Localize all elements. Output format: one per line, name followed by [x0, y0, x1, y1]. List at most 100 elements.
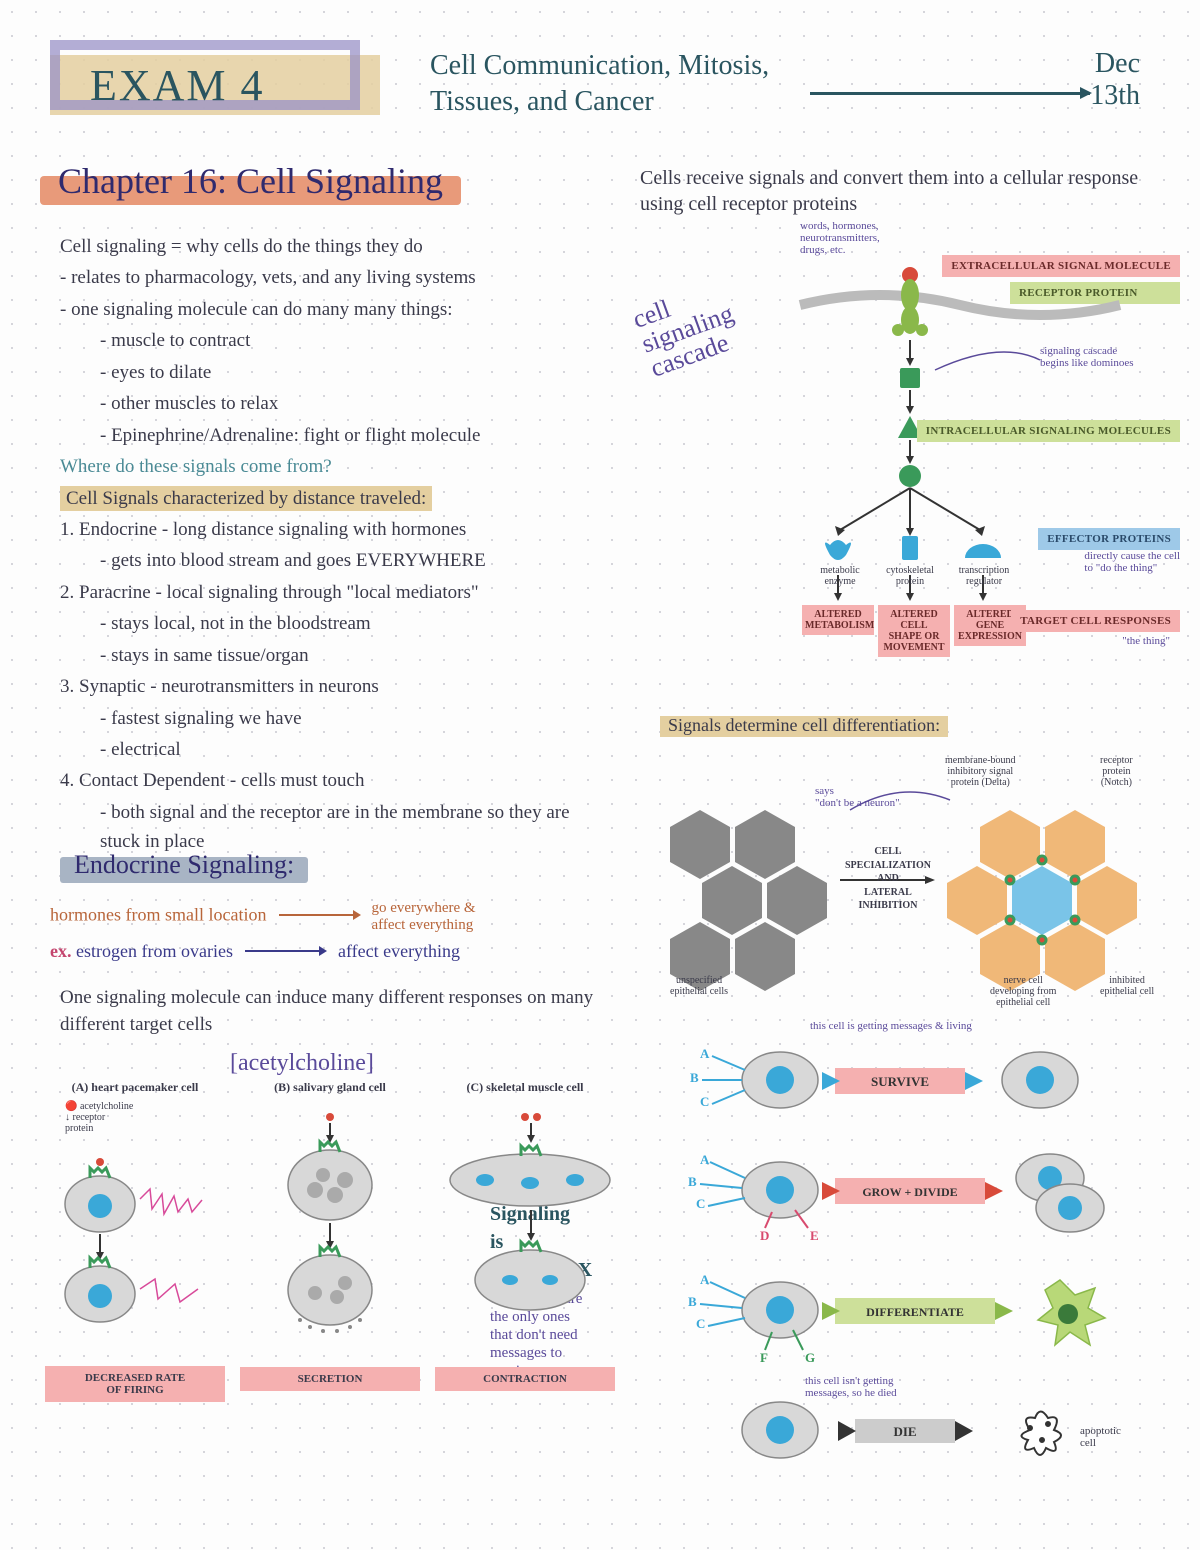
endocrine-notes: hormones from small location go everywhe… — [50, 900, 600, 962]
svg-text:E: E — [810, 1228, 819, 1243]
tri-c-title: (C) skeletal muscle cell — [435, 1080, 615, 1095]
eff-0: metabolic enzyme — [810, 565, 870, 587]
date-day: 13th — [1090, 80, 1140, 111]
header-arrow — [810, 92, 1090, 95]
tri-a-result: DECREASED RATE OF FIRING — [45, 1366, 225, 1402]
tri-col-b: (B) salivary gland cell SECRETION — [240, 1080, 420, 1391]
note-dist-title: Cell Signals characterized by distance t… — [60, 486, 432, 511]
resp-0: ALTERED METABOLISM — [802, 605, 874, 635]
svg-text:G: G — [805, 1350, 815, 1365]
svg-text:C: C — [696, 1196, 705, 1211]
hormones-right: go everywhere & affect everything — [371, 900, 475, 933]
tri-col-c: (C) skeletal muscle cell CONTRACTION — [435, 1080, 615, 1391]
diff-delta: membrane-bound inhibitory signal protein… — [945, 755, 1016, 788]
svg-text:F: F — [760, 1350, 768, 1365]
arrow-icon — [245, 950, 325, 952]
type-1-h: 2. Paracrine - local signaling through "… — [60, 578, 580, 607]
svg-text:SURVIVE: SURVIVE — [871, 1074, 929, 1089]
type-0-s0: - gets into blood stream and goes EVERYW… — [60, 546, 580, 575]
ach-label: acetylcholine — [80, 1101, 133, 1112]
note-one-0: - muscle to contract — [60, 326, 580, 355]
note-rel: - relates to pharmacology, vets, and any… — [60, 263, 580, 292]
eff-2: transcription regulator — [952, 565, 1016, 587]
diff-unspec: unspecified epithelial cells — [670, 975, 728, 997]
exam-title: EXAM 4 — [90, 60, 265, 111]
diff-title: Signals determine cell differentiation: — [668, 715, 940, 735]
outcomes-diagram: this cell is getting messages & living A… — [660, 1020, 1180, 1540]
svg-text:GROW + DIVIDE: GROW + DIVIDE — [862, 1185, 957, 1199]
note-where: Where do these signals come from? — [60, 452, 580, 481]
resp-1: ALTERED CELL SHAPE OR MOVEMENT — [878, 605, 950, 657]
type-3-s0: - both signal and the receptor are in th… — [60, 798, 580, 857]
svg-text:B: B — [688, 1174, 697, 1189]
estrogen-line: ex. estrogen from ovaries affect everyth… — [50, 941, 600, 962]
label-intracellular: INTRACELLULAR SIGNALING MOLECULES — [917, 420, 1180, 442]
type-1-s0: - stays local, not in the bloodstream — [60, 609, 580, 638]
type-2-s1: - electrical — [60, 735, 580, 764]
chapter-title: Chapter 16: Cell Signaling — [58, 161, 443, 201]
diff-center: CELL SPECIALIZATION AND LATERAL INHIBITI… — [845, 845, 931, 913]
estrogen-right: affect everything — [338, 941, 460, 961]
date-month: Dec — [1095, 48, 1140, 79]
diff-heading: Signals determine cell differentiation: — [660, 715, 948, 736]
cascade-diagram: words, hormones, neurotransmitters, drug… — [780, 230, 1180, 710]
eff-1: cytoskeletal protein — [880, 565, 940, 587]
type-2-s0: - fastest signaling we have — [60, 704, 580, 733]
svg-text:A: A — [700, 1046, 710, 1061]
tri-c-svg — [435, 1095, 625, 1355]
acetylcholine-label: [acetylcholine] — [230, 1050, 374, 1077]
exam-title-box: EXAM 4 — [50, 40, 380, 120]
note-one-3: - Epinephrine/Adrenaline: fight or fligh… — [60, 421, 580, 450]
svg-text:C: C — [700, 1094, 709, 1109]
svg-text:DIE: DIE — [893, 1424, 916, 1439]
chapter-heading: Chapter 16: Cell Signaling — [40, 160, 461, 202]
arrow-icon — [279, 914, 359, 916]
diff-diagram: says "don't be a neuron" membrane-bound … — [640, 750, 1180, 1000]
svg-text:A: A — [700, 1272, 710, 1287]
note-one-2: - other muscles to relax — [60, 389, 580, 418]
outcome-note-die: this cell isn't getting messages, so he … — [805, 1375, 897, 1399]
header: EXAM 4 Cell Communication, Mitosis, Tiss… — [30, 30, 1170, 120]
diff-nerve: nerve cell developing from epithelial ce… — [990, 975, 1056, 1008]
hormones-left: hormones from small location — [50, 905, 266, 925]
acetylcholine-tri: (A) heart pacemaker cell 🔴 acetylcholine… — [45, 1080, 625, 1500]
note-one: - one signaling molecule can do many man… — [60, 295, 580, 324]
svg-text:A: A — [700, 1152, 710, 1167]
tri-b-title: (B) salivary gland cell — [240, 1080, 420, 1095]
note-one-1: - eyes to dilate — [60, 358, 580, 387]
endocrine-heading: Endocrine Signaling: — [60, 850, 308, 880]
svg-text:DIFFERENTIATE: DIFFERENTIATE — [866, 1305, 964, 1319]
label-effector: EFFECTOR PROTEINS — [1038, 528, 1180, 550]
outcomes-svg: A B C SURVIVE A B C D E — [660, 1020, 1180, 1540]
one-signal-text: One signaling molecule can induce many d… — [60, 985, 600, 1038]
response-note: "the thing" — [1122, 635, 1170, 647]
hormones-line: hormones from small location go everywhe… — [50, 900, 600, 933]
type-0-h: 1. Endocrine - long distance signaling w… — [60, 515, 580, 544]
tri-b-result: SECRETION — [240, 1367, 420, 1391]
tri-b-svg — [245, 1095, 415, 1355]
diff-notch: receptor protein (Notch) — [1100, 755, 1133, 788]
note-def: Cell signaling = why cells do the things… — [60, 232, 580, 261]
svg-text:B: B — [688, 1294, 697, 1309]
outcome-note-living: this cell is getting messages & living — [810, 1020, 972, 1032]
cells-receive-text: Cells receive signals and convert them i… — [640, 165, 1180, 217]
svg-text:B: B — [690, 1070, 699, 1085]
rec-label: receptor protein — [65, 1112, 105, 1134]
header-subtitle: Cell Communication, Mitosis, Tissues, an… — [430, 48, 769, 121]
type-1-s1: - stays in same tissue/organ — [60, 641, 580, 670]
tri-a-svg — [50, 1134, 220, 1354]
label-target: TARGET CELL RESPONSES — [1011, 610, 1180, 632]
effector-note: directly cause the cell to "do the thing… — [1084, 550, 1180, 574]
diff-inhib: inhibited epithelial cell — [1100, 975, 1154, 997]
notes-block: Cell signaling = why cells do the things… — [60, 230, 580, 857]
svg-text:C: C — [696, 1316, 705, 1331]
tri-a-title: (A) heart pacemaker cell — [45, 1080, 225, 1095]
diff-says: says "don't be a neuron" — [815, 785, 900, 809]
cascade-label: cell signaling cascade — [630, 276, 746, 382]
type-3-h: 4. Contact Dependent - cells must touch — [60, 766, 580, 795]
cascade-annot-dominoes: signaling cascade begins like dominoes — [1040, 345, 1134, 369]
header-date: Dec 13th — [1090, 48, 1140, 112]
tri-col-a: (A) heart pacemaker cell 🔴 acetylcholine… — [45, 1080, 225, 1402]
svg-text:D: D — [760, 1228, 769, 1243]
apoptotic-label: apoptotic cell — [1080, 1425, 1121, 1449]
